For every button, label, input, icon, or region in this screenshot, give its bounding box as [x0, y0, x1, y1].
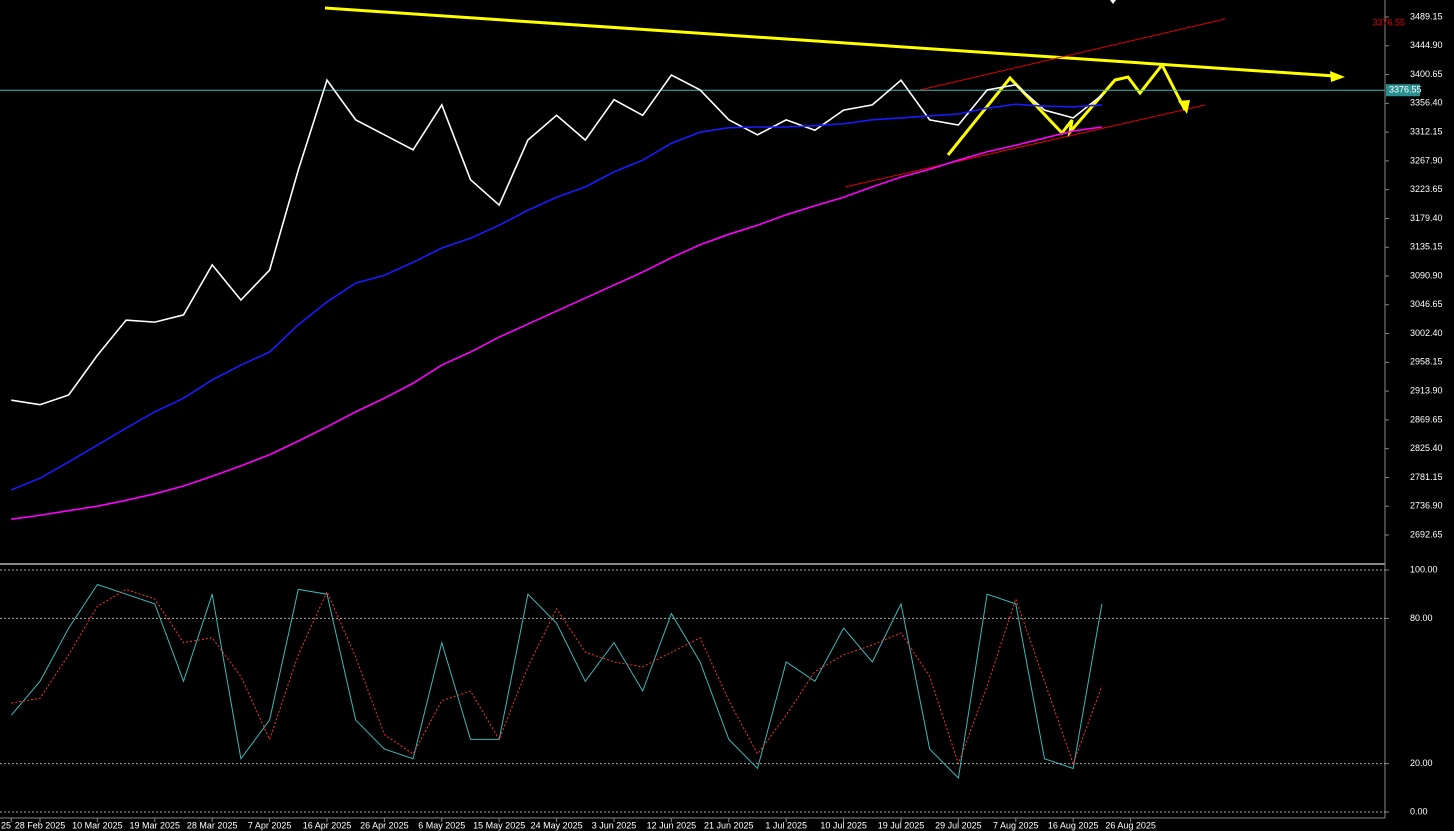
x-tick-label: 15 May 2025 [473, 820, 525, 830]
trendline [324, 6, 1336, 78]
series-line [11, 126, 1103, 520]
x-tick-label: 1 Jul 2025 [765, 820, 807, 830]
x-tick-label: 7 Apr 2025 [248, 820, 292, 830]
y-tick-label: 3223.65 [1410, 184, 1443, 194]
x-tick-label: 10 Mar 2025 [72, 820, 123, 830]
x-tick-label: 3 Jun 2025 [592, 820, 637, 830]
series-line [11, 73, 1103, 406]
x-tick-label: 28 Mar 2025 [187, 820, 238, 830]
y-tick-label: 3090.90 [1410, 270, 1443, 280]
x-tick-label: 16 Aug 2025 [1048, 820, 1099, 830]
y-tick-label: 0.00 [1410, 806, 1428, 816]
y-tick-label: 3179.40 [1410, 213, 1443, 223]
y-tick-label: 20.00 [1410, 758, 1433, 768]
current-price-label: 3376.55 [1389, 85, 1422, 95]
y-tick-label: 3312.15 [1410, 126, 1443, 136]
x-tick-label: 28 Feb 2025 [15, 820, 66, 830]
marker [1110, 0, 1116, 4]
y-tick-label: 100.00 [1410, 564, 1438, 574]
trend-arrow [1330, 71, 1345, 82]
channel-line [919, 18, 1226, 91]
y-tick-label: 2736.90 [1410, 501, 1443, 511]
series-line [10, 103, 1102, 491]
y-tick-label: 3444.90 [1410, 40, 1443, 50]
y-tick-label: 2781.15 [1410, 472, 1443, 482]
x-tick-label: 7 Aug 2025 [993, 820, 1039, 830]
x-tick-label: 16 Apr 2025 [303, 820, 352, 830]
series-line [11, 588, 1103, 766]
x-tick-label: 24 May 2025 [531, 820, 583, 830]
x-tick-label: 10 Jul 2025 [820, 820, 867, 830]
x-tick-label: 29 Jul 2025 [935, 820, 982, 830]
forecast-arrow [1178, 100, 1190, 114]
current-price-box [1386, 84, 1420, 97]
x-tick-label: 26 Aug 2025 [1105, 820, 1156, 830]
y-tick-label: 3002.40 [1410, 328, 1443, 338]
x-tick-label: 12 Jun 2025 [647, 820, 697, 830]
x-tick-label: 25 [1, 820, 11, 830]
y-tick-label: 3356.40 [1410, 98, 1443, 108]
y-tick-label: 2913.90 [1410, 385, 1443, 395]
y-tick-label: 2958.15 [1410, 357, 1443, 367]
y-tick-label: 3400.65 [1410, 69, 1443, 79]
channel-line [844, 104, 1206, 188]
y-tick-label: 3135.15 [1410, 242, 1443, 252]
y-tick-label: 3046.65 [1410, 299, 1443, 309]
series-line [10, 583, 1103, 780]
x-tick-label: 19 Mar 2025 [130, 820, 181, 830]
x-tick-label: 19 Jul 2025 [878, 820, 925, 830]
x-tick-label: 21 Jun 2025 [704, 820, 754, 830]
price-display: 3376.55 [1372, 17, 1405, 27]
y-tick-label: 80.00 [1410, 613, 1433, 623]
y-tick-label: 2692.65 [1410, 529, 1443, 539]
x-tick-label: 6 May 2025 [418, 820, 465, 830]
y-tick-label: 3489.15 [1410, 11, 1443, 21]
y-tick-label: 2869.65 [1410, 414, 1443, 424]
y-tick-label: 3267.90 [1410, 155, 1443, 165]
forecast-path [946, 62, 1187, 156]
x-tick-label: 26 Apr 2025 [360, 820, 409, 830]
y-tick-label: 2825.40 [1410, 443, 1443, 453]
